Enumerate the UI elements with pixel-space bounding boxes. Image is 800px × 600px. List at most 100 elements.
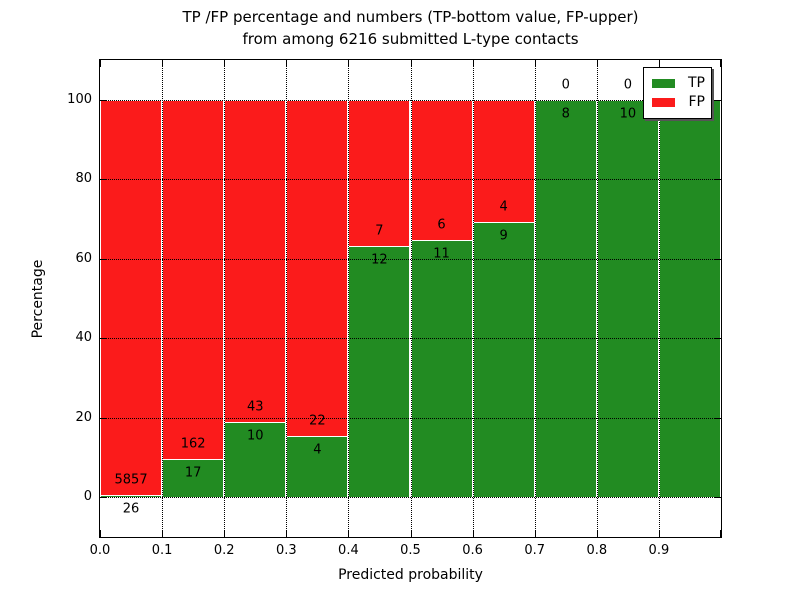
- gridline-horizontal: [100, 99, 721, 101]
- tp-count-label: 26: [122, 501, 140, 517]
- legend: TP FP: [643, 67, 712, 119]
- tp-count-label: 10: [619, 106, 637, 122]
- tp-count-label: 9: [499, 228, 508, 244]
- tp-count-label: 4: [313, 442, 322, 458]
- legend-item-label: TP: [688, 75, 705, 91]
- y-tick-mark-right: [714, 258, 721, 260]
- x-tick-label: 0.2: [213, 543, 235, 558]
- y-tick-mark: [100, 338, 107, 340]
- gridline-vertical: [472, 60, 474, 537]
- x-tick-label: 0.0: [89, 543, 111, 558]
- fp-legend-swatch: [652, 98, 675, 107]
- x-tick-label: 0.7: [524, 543, 546, 558]
- fp-count-label: 0: [623, 77, 632, 93]
- x-tick-mark: [162, 530, 164, 537]
- y-tick-mark-right: [714, 417, 721, 419]
- gridline-vertical: [596, 60, 598, 537]
- gridline-vertical: [534, 60, 536, 537]
- x-tick-mark-top: [286, 60, 288, 67]
- x-tick-mark: [658, 530, 660, 537]
- bar-segment-fp: [286, 99, 349, 437]
- x-tick-mark-top: [534, 60, 536, 67]
- y-tick-mark-right: [714, 99, 721, 101]
- y-tick-mark: [100, 258, 107, 260]
- gridline-vertical: [224, 60, 226, 537]
- y-tick-mark: [100, 497, 107, 499]
- legend-item: FP: [652, 94, 705, 111]
- fp-count-label: 162: [180, 436, 206, 452]
- bar-segment-fp: [100, 99, 163, 496]
- bar-segment-tp: [658, 99, 721, 498]
- bar-segment-fp: [162, 99, 225, 460]
- bar-segment-tp: [596, 99, 659, 498]
- x-axis-label: Predicted probability: [338, 567, 483, 583]
- bar-segment-fp: [348, 99, 411, 247]
- x-tick-mark-top: [720, 60, 721, 67]
- bar-segment-tp: [286, 436, 349, 498]
- bar-segment-tp: [472, 222, 535, 498]
- x-tick-label: 0.3: [275, 543, 297, 558]
- fp-count-label: 43: [246, 399, 264, 415]
- y-tick-mark: [100, 179, 107, 181]
- fp-count-label: 0: [561, 77, 570, 93]
- gridline-vertical: [658, 60, 660, 537]
- gridline-vertical: [162, 60, 164, 537]
- x-tick-label: 0.9: [648, 543, 670, 558]
- x-tick-mark: [410, 530, 412, 537]
- gridline-horizontal: [100, 179, 721, 181]
- fp-count-label: 5857: [114, 472, 148, 488]
- fp-count-label: 22: [309, 413, 326, 429]
- y-tick-mark-right: [714, 179, 721, 181]
- bar-segment-tp: [348, 246, 411, 498]
- y-axis-label: Percentage: [30, 259, 46, 339]
- chart-title: TP /FP percentage and numbers (TP-bottom…: [100, 6, 721, 50]
- y-tick-label: 40: [75, 330, 92, 346]
- x-tick-mark: [348, 530, 350, 537]
- fp-count-label: 7: [375, 223, 384, 239]
- gridline-horizontal: [100, 417, 721, 419]
- y-tick-mark: [100, 417, 107, 419]
- y-tick-mark-right: [714, 338, 721, 340]
- x-tick-mark-top: [348, 60, 350, 67]
- bar-segment-tp: [100, 495, 163, 498]
- x-tick-label: 0.8: [586, 543, 608, 558]
- x-tick-mark: [534, 530, 536, 537]
- x-tick-label: 0.4: [338, 543, 359, 558]
- x-tick-mark-top: [472, 60, 474, 67]
- gridline-horizontal: [100, 338, 721, 340]
- bar-segment-tp: [410, 240, 473, 498]
- y-tick-label: 100: [67, 91, 92, 107]
- y-tick-mark: [100, 99, 107, 101]
- y-tick-label: 80: [75, 171, 92, 187]
- y-tick-label: 20: [75, 409, 92, 425]
- x-tick-mark-top: [410, 60, 412, 67]
- gridline-vertical: [286, 60, 288, 537]
- bar-segment-tp: [534, 99, 597, 498]
- x-tick-mark-top: [658, 60, 660, 67]
- tp-count-label: 12: [371, 252, 388, 268]
- x-tick-mark-top: [100, 60, 101, 67]
- x-tick-mark: [224, 530, 226, 537]
- x-tick-label: 0.1: [151, 543, 173, 558]
- y-tick-mark-right: [714, 497, 721, 499]
- x-tick-mark-top: [224, 60, 226, 67]
- legend-item: TP: [652, 75, 705, 92]
- x-tick-mark: [100, 530, 101, 537]
- legend-item-label: FP: [688, 94, 706, 110]
- bar-segment-tp: [224, 422, 287, 498]
- fp-count-label: 4: [499, 199, 508, 215]
- tp-count-label: 11: [433, 246, 450, 262]
- x-tick-mark: [472, 530, 474, 537]
- x-tick-mark-top: [162, 60, 164, 67]
- chart-title-line1: TP /FP percentage and numbers (TP-bottom…: [182, 8, 639, 26]
- plot-area: 585726162174310224712611490801008: [99, 59, 722, 538]
- tp-count-label: 10: [246, 428, 264, 444]
- fp-count-label: 6: [437, 217, 446, 233]
- gridline-vertical: [410, 60, 412, 537]
- x-tick-mark-top: [596, 60, 598, 67]
- y-tick-label: 60: [75, 250, 92, 266]
- x-tick-mark: [286, 530, 288, 537]
- x-tick-label: 0.6: [462, 543, 483, 558]
- chart-title-line2: from among 6216 submitted L-type contact…: [242, 30, 579, 48]
